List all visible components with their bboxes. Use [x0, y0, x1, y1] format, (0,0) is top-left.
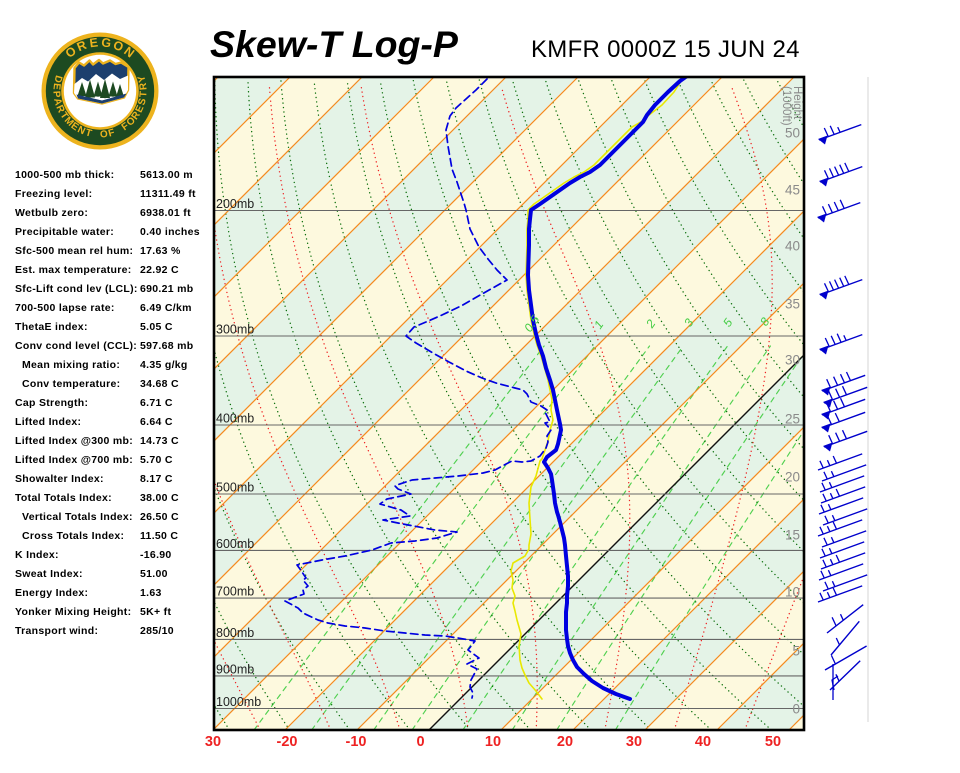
- svg-text:40: 40: [785, 239, 800, 254]
- svg-text:35: 35: [785, 297, 800, 312]
- svg-text:Y: Y: [136, 74, 149, 84]
- svg-text:S: S: [136, 97, 148, 107]
- svg-text:20: 20: [557, 734, 573, 750]
- svg-text:15: 15: [785, 528, 800, 543]
- svg-text:400mb: 400mb: [216, 412, 254, 426]
- svg-text:O: O: [100, 129, 109, 141]
- svg-text:T: T: [84, 127, 93, 139]
- svg-text:30: 30: [205, 734, 221, 750]
- svg-text:-10: -10: [346, 734, 367, 750]
- svg-text:0: 0: [416, 734, 424, 750]
- svg-text:50: 50: [765, 734, 781, 750]
- svg-text:40: 40: [695, 734, 711, 750]
- svg-text:N: N: [76, 124, 87, 137]
- svg-text:30: 30: [785, 353, 800, 368]
- svg-text:45: 45: [785, 183, 800, 198]
- svg-text:25: 25: [785, 412, 800, 427]
- svg-text:0: 0: [792, 702, 800, 717]
- svg-text:R: R: [138, 82, 150, 91]
- svg-text:R: R: [53, 104, 66, 116]
- svg-text:F: F: [120, 121, 131, 134]
- svg-text:T: T: [138, 91, 149, 98]
- svg-text:900mb: 900mb: [216, 662, 254, 676]
- svg-text:P: P: [50, 90, 61, 98]
- svg-text:D: D: [51, 74, 64, 84]
- svg-text:500mb: 500mb: [216, 481, 254, 495]
- svg-text:1000mb: 1000mb: [216, 695, 261, 709]
- svg-text:E: E: [134, 104, 147, 115]
- svg-text:-20: -20: [277, 734, 298, 750]
- svg-text:(1000ft): (1000ft): [780, 86, 792, 126]
- svg-text:E: E: [50, 83, 62, 91]
- svg-text:300mb: 300mb: [216, 323, 254, 337]
- svg-text:E: E: [89, 35, 99, 50]
- svg-text:T: T: [57, 110, 70, 121]
- svg-text:20: 20: [785, 470, 800, 485]
- svg-text:G: G: [101, 35, 112, 50]
- svg-text:700mb: 700mb: [216, 585, 254, 599]
- svg-text:600mb: 600mb: [216, 537, 254, 551]
- svg-text:Height: Height: [791, 86, 803, 120]
- svg-text:200mb: 200mb: [216, 197, 254, 211]
- svg-text:50: 50: [785, 126, 800, 141]
- svg-text:10: 10: [485, 734, 501, 750]
- svg-text:A: A: [51, 97, 63, 107]
- svg-text:10: 10: [785, 585, 800, 600]
- svg-text:30: 30: [626, 734, 642, 750]
- svg-text:5: 5: [792, 644, 800, 659]
- svg-text:F: F: [107, 127, 116, 139]
- svg-text:800mb: 800mb: [216, 626, 254, 640]
